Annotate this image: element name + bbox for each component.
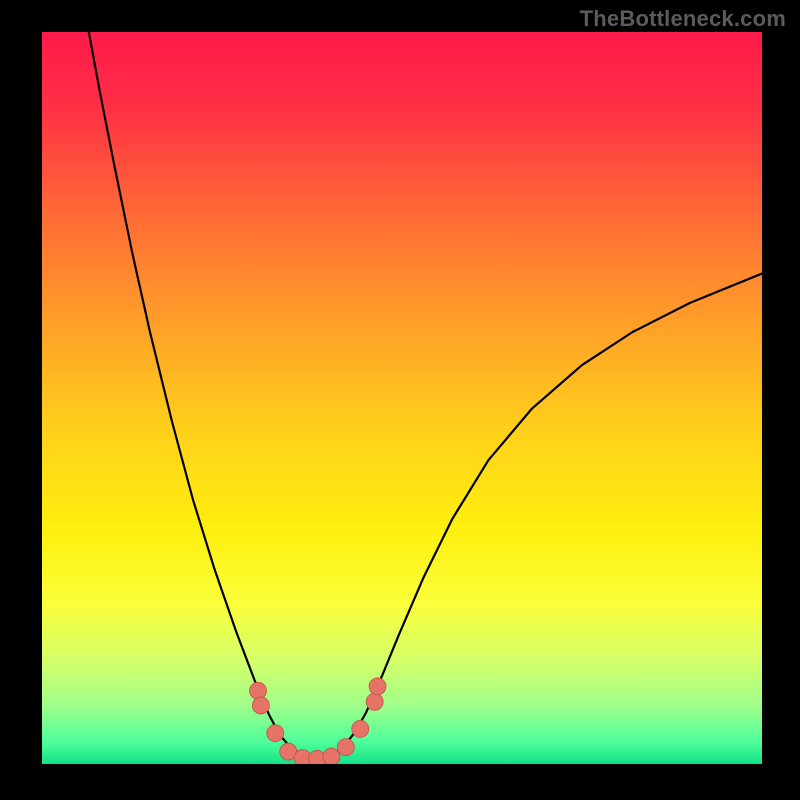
curve-marker — [250, 682, 267, 699]
chart-frame: TheBottleneck.com — [0, 0, 800, 800]
plot-svg — [42, 32, 762, 764]
curve-marker — [323, 748, 340, 764]
plot-background — [42, 32, 762, 764]
watermark-text: TheBottleneck.com — [580, 6, 786, 32]
curve-marker — [267, 725, 284, 742]
bottleneck-plot — [42, 32, 762, 764]
curve-marker — [252, 697, 269, 714]
curve-marker — [352, 720, 369, 737]
curve-marker — [369, 678, 386, 695]
curve-marker — [366, 693, 383, 710]
curve-marker — [337, 739, 354, 756]
